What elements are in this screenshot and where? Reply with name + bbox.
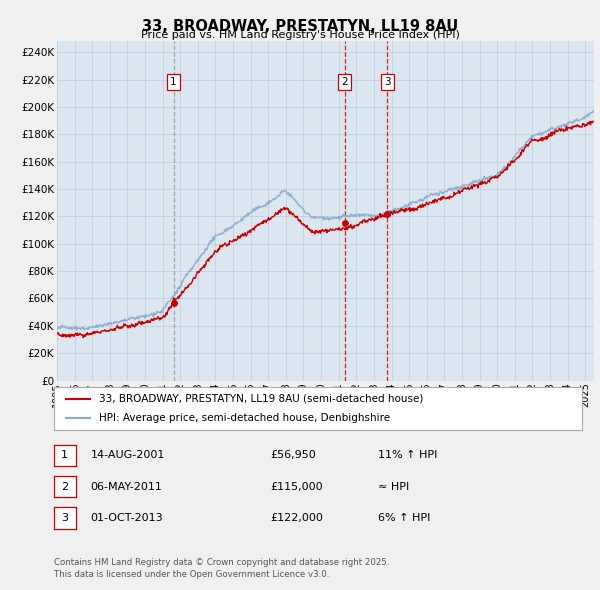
Text: 1: 1	[61, 451, 68, 460]
Text: 2: 2	[341, 77, 348, 87]
Text: £115,000: £115,000	[270, 482, 323, 491]
Text: £56,950: £56,950	[270, 451, 316, 460]
Text: HPI: Average price, semi-detached house, Denbighshire: HPI: Average price, semi-detached house,…	[99, 413, 390, 423]
Text: 33, BROADWAY, PRESTATYN, LL19 8AU: 33, BROADWAY, PRESTATYN, LL19 8AU	[142, 19, 458, 34]
Text: 14-AUG-2001: 14-AUG-2001	[91, 451, 165, 460]
Text: 11% ↑ HPI: 11% ↑ HPI	[378, 451, 437, 460]
Text: 1: 1	[170, 77, 177, 87]
Text: 06-MAY-2011: 06-MAY-2011	[91, 482, 163, 491]
Text: 01-OCT-2013: 01-OCT-2013	[91, 513, 163, 523]
Text: 3: 3	[384, 77, 391, 87]
Text: 6% ↑ HPI: 6% ↑ HPI	[378, 513, 430, 523]
Text: £122,000: £122,000	[270, 513, 323, 523]
Text: 33, BROADWAY, PRESTATYN, LL19 8AU (semi-detached house): 33, BROADWAY, PRESTATYN, LL19 8AU (semi-…	[99, 394, 423, 404]
Text: Contains HM Land Registry data © Crown copyright and database right 2025.
This d: Contains HM Land Registry data © Crown c…	[54, 558, 389, 579]
Text: ≈ HPI: ≈ HPI	[378, 482, 409, 491]
Text: Price paid vs. HM Land Registry's House Price Index (HPI): Price paid vs. HM Land Registry's House …	[140, 30, 460, 40]
Text: 3: 3	[61, 513, 68, 523]
Text: 2: 2	[61, 482, 68, 491]
